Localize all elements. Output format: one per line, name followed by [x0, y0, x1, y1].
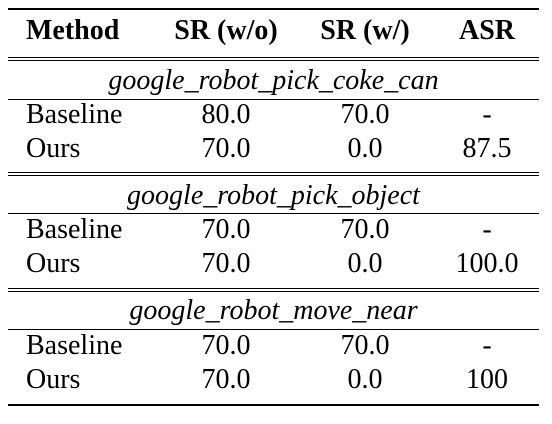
- row-asr: 100: [466, 364, 508, 395]
- bottom-rule: [8, 404, 539, 406]
- row-asr: -: [482, 214, 492, 245]
- row-asr: -: [482, 99, 492, 130]
- row-sr-without: 70.0: [201, 330, 251, 361]
- group-rule: [8, 175, 539, 176]
- group-rule: [8, 172, 539, 173]
- row-sr-without: 70.0: [201, 248, 251, 279]
- row-asr: 87.5: [462, 133, 512, 164]
- row-method: Baseline: [26, 99, 123, 130]
- row-method: Ours: [26, 248, 81, 279]
- group-title: google_robot_move_near: [129, 295, 418, 326]
- header-sr-without: SR (w/o): [174, 15, 278, 46]
- group-rule: [8, 291, 539, 292]
- row-sr-with: 0.0: [347, 248, 383, 279]
- group-divider: [8, 99, 539, 100]
- row-method: Baseline: [26, 214, 123, 245]
- header-method: Method: [26, 15, 120, 46]
- top-rule: [8, 8, 539, 10]
- row-method: Ours: [26, 133, 81, 164]
- row-sr-with: 70.0: [340, 330, 390, 361]
- row-asr: -: [482, 330, 492, 361]
- row-sr-with: 70.0: [340, 214, 390, 245]
- row-sr-without: 70.0: [201, 364, 251, 395]
- row-sr-with: 0.0: [347, 364, 383, 395]
- row-sr-with: 0.0: [347, 133, 383, 164]
- row-sr-without: 70.0: [201, 133, 251, 164]
- row-method: Ours: [26, 364, 81, 395]
- row-method: Baseline: [26, 330, 123, 361]
- header-rule: [8, 57, 539, 58]
- group-divider: [8, 213, 539, 214]
- row-sr-without: 80.0: [201, 99, 251, 130]
- header-asr: ASR: [458, 15, 515, 46]
- group-rule: [8, 60, 539, 61]
- group-title: google_robot_pick_coke_can: [108, 65, 439, 96]
- group-rule: [8, 288, 539, 289]
- group-title: google_robot_pick_object: [127, 180, 420, 211]
- row-sr-with: 70.0: [340, 99, 390, 130]
- row-asr: 100.0: [455, 248, 519, 279]
- row-sr-without: 70.0: [201, 214, 251, 245]
- group-divider: [8, 329, 539, 330]
- header-sr-with: SR (w/): [320, 15, 410, 46]
